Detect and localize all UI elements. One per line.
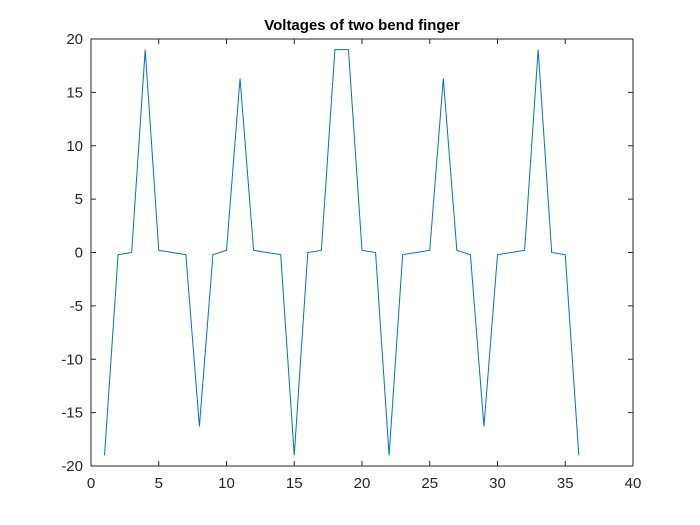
y-tick-label: 0 xyxy=(75,245,83,262)
y-tick-label: -5 xyxy=(70,298,83,315)
y-tick-label: -10 xyxy=(61,351,83,368)
axes-box xyxy=(90,38,634,467)
x-tick-label: 40 xyxy=(625,475,642,492)
x-tick-label: 0 xyxy=(87,475,95,492)
y-tick-label: 10 xyxy=(66,138,83,155)
x-tick-label: 15 xyxy=(286,475,303,492)
chart-title: Voltages of two bend finger xyxy=(264,17,460,34)
x-tick-label: 5 xyxy=(155,475,163,492)
x-tick-label: 35 xyxy=(557,475,574,492)
y-tick-label: 5 xyxy=(75,191,83,208)
x-tick-label: 25 xyxy=(421,475,438,492)
x-tick-label: 30 xyxy=(489,475,506,492)
y-tick-label: -20 xyxy=(61,458,83,475)
y-tick-label: 15 xyxy=(66,84,83,101)
y-tick-label: -15 xyxy=(61,405,83,422)
axis-tick-labels: 0 5 10 15 20 25 30 35 40 -20 -15 -10 -5 0 5 10 15 20 xyxy=(61,31,641,492)
series-line xyxy=(104,49,580,456)
x-tick-label: 20 xyxy=(354,475,371,492)
x-tick-label: 10 xyxy=(218,475,235,492)
y-tick-label: 20 xyxy=(66,31,83,48)
